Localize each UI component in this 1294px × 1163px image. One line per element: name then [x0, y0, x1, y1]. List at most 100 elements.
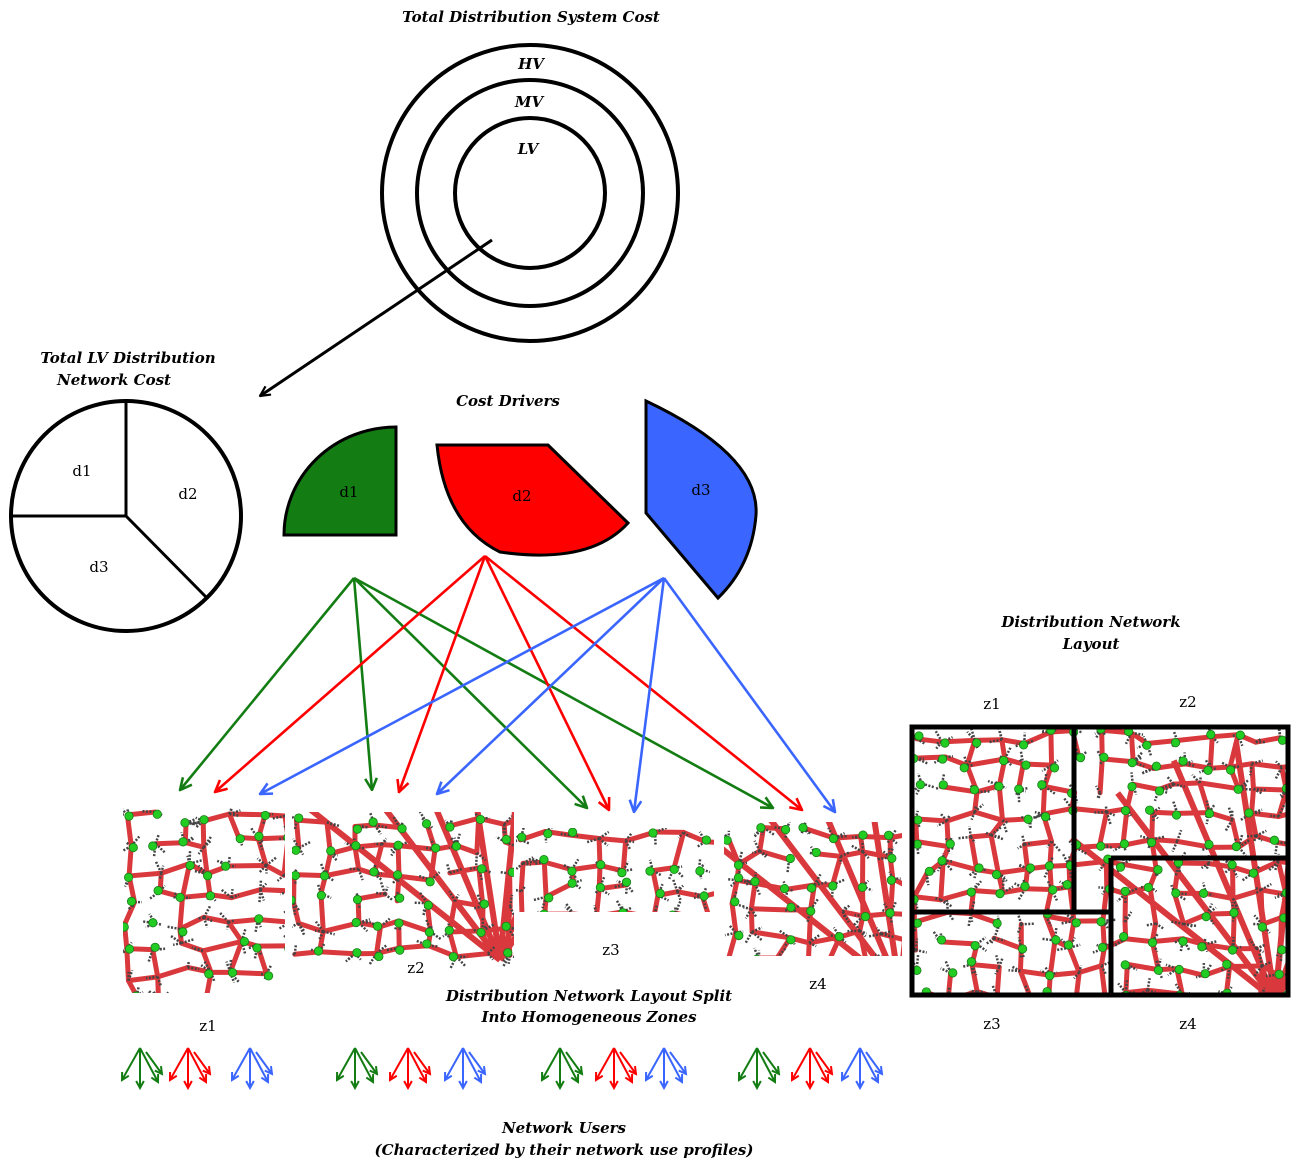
users-title-line1: Network Users: [501, 1119, 627, 1137]
service-cable: [271, 814, 285, 820]
service-cable: [508, 894, 514, 907]
service-cable: [1106, 810, 1116, 817]
service-cable: [1019, 750, 1025, 765]
service-cable: [1205, 863, 1210, 871]
customer-node: [924, 866, 935, 876]
customer-node: [424, 927, 435, 937]
service-cable: [193, 869, 208, 876]
customer-node: [235, 834, 245, 844]
service-cable: [228, 919, 236, 924]
customer-node: [647, 915, 655, 923]
customer-node: [221, 861, 231, 871]
service-cable: [1255, 947, 1265, 954]
customer-node: [1151, 761, 1162, 771]
network-line: [263, 862, 285, 878]
customer-node: [1171, 810, 1182, 820]
network-line: [1123, 936, 1155, 945]
service-cable: [545, 914, 552, 924]
service-cable: [674, 911, 675, 912]
network-line: [968, 834, 980, 873]
service-cable: [1255, 829, 1267, 837]
service-cable: [374, 842, 382, 846]
layout-title-line2: Layout: [1062, 635, 1120, 653]
driver-zone-arrows: [180, 554, 835, 812]
customer-node: [1023, 814, 1033, 824]
network-line: [374, 924, 383, 957]
zone-z1-label: z1: [199, 1017, 216, 1035]
service-cable: [322, 930, 335, 936]
network-line: [201, 844, 210, 877]
service-cable: [293, 945, 298, 955]
network-line: [620, 909, 637, 912]
customer-node: [517, 832, 527, 842]
service-cable: [522, 856, 534, 865]
network-line: [1047, 938, 1058, 978]
service-cable: [751, 849, 761, 855]
customer-node: [395, 945, 405, 955]
service-cable: [502, 824, 507, 838]
network-line: [890, 876, 902, 887]
service-cable: [298, 840, 312, 849]
service-cable: [1061, 853, 1071, 866]
service-cable: [519, 921, 522, 928]
customer-node: [283, 833, 285, 842]
service-cable: [531, 816, 538, 827]
user-profile-arrowhead: [150, 1073, 160, 1084]
customer-node: [372, 921, 383, 931]
service-cable: [925, 873, 930, 886]
network-line: [887, 833, 902, 841]
network-line: [1022, 886, 1054, 892]
network-line: [1275, 859, 1288, 866]
driver-d1-sector: [282, 425, 398, 537]
customer-node: [1154, 786, 1165, 796]
network-line: [150, 947, 161, 980]
customer-node: [699, 891, 709, 901]
d1-to-z3-arrow: [353, 577, 587, 808]
user-profile-arrowhead: [674, 1073, 684, 1084]
customer-node: [128, 842, 138, 853]
service-cable: [969, 989, 978, 993]
service-cable: [1181, 938, 1191, 951]
service-cable: [915, 948, 927, 954]
service-cable: [777, 958, 787, 959]
total-cost-title: Total Distribution System Cost: [402, 8, 660, 26]
customer-node: [914, 731, 924, 741]
network-line: [227, 938, 245, 975]
service-cable: [326, 821, 341, 828]
customer-node: [734, 930, 744, 941]
service-cable: [901, 914, 902, 917]
service-cable: [368, 952, 378, 966]
customer-node: [785, 853, 795, 864]
customer-node: [970, 941, 980, 951]
service-cable: [1016, 913, 1023, 925]
user-profile-arrowhead: [771, 1065, 781, 1076]
service-cable: [969, 836, 977, 844]
service-cable: [240, 941, 247, 955]
network-line: [1076, 963, 1104, 975]
customer-node: [1044, 861, 1055, 871]
network-line: [225, 862, 269, 869]
service-cable: [832, 878, 846, 886]
customer-node: [124, 811, 134, 821]
customer-node: [448, 952, 458, 962]
layout-network: [912, 727, 1288, 995]
network-line: [938, 858, 946, 903]
service-cable: [1043, 785, 1057, 796]
user-profile-line: [762, 1051, 780, 1075]
customer-node: [1153, 965, 1164, 975]
lv-cost-title-line1: Total LV Distribution: [40, 349, 215, 367]
customer-node: [1178, 756, 1188, 766]
network-line: [606, 909, 626, 912]
lv-to-pie-arrow: [260, 238, 493, 396]
service-cable: [841, 905, 848, 913]
customer-node: [316, 890, 326, 900]
customer-node: [1025, 863, 1036, 873]
customer-node: [1048, 885, 1058, 895]
service-cable: [158, 999, 162, 1008]
service-cable: [154, 860, 163, 874]
service-cable: [1252, 835, 1258, 843]
network-line: [912, 871, 930, 900]
service-cable: [977, 990, 985, 994]
service-cable: [147, 992, 150, 993]
service-cable: [373, 824, 382, 835]
